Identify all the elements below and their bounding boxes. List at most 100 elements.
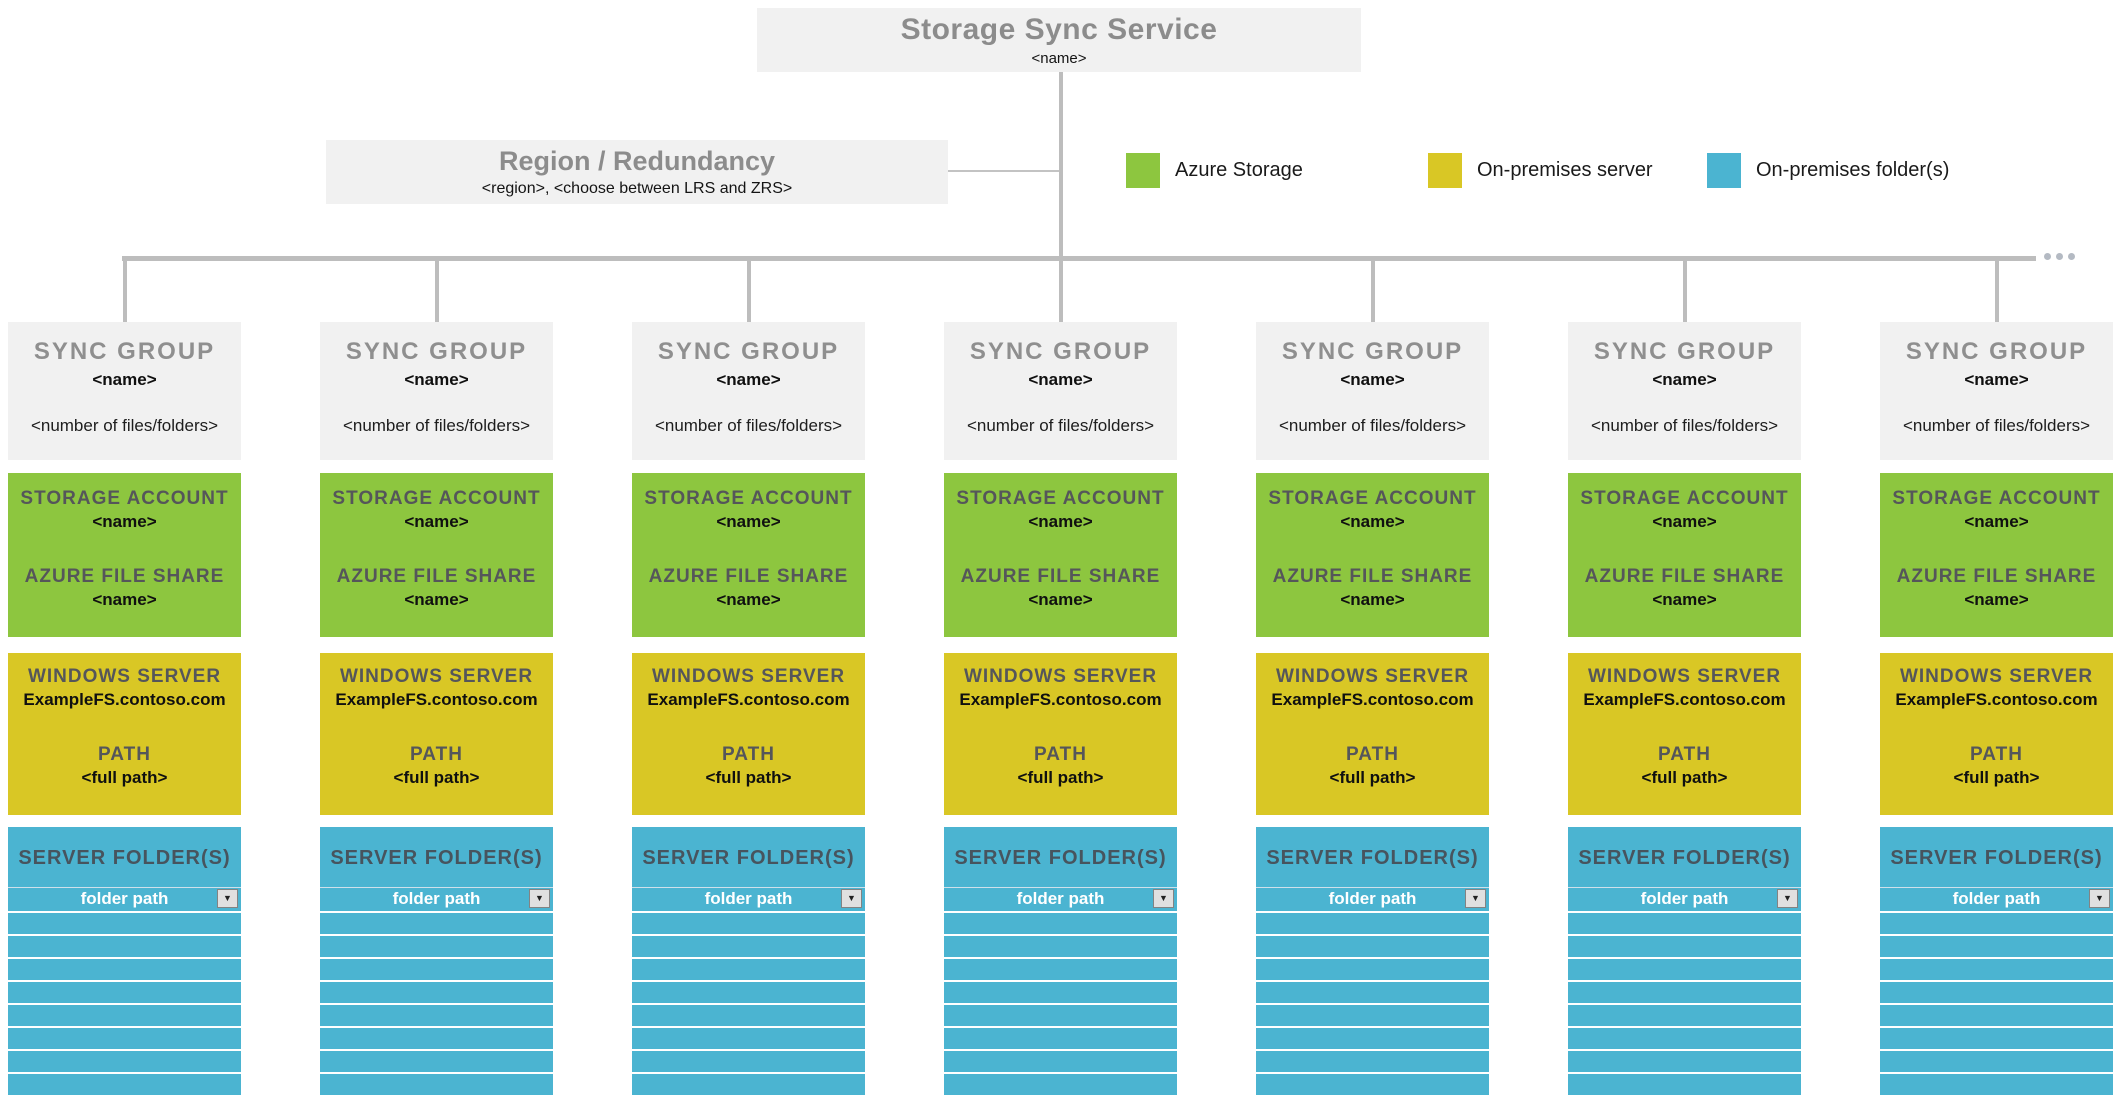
folder-row[interactable] [320,1074,553,1097]
folder-path-cell[interactable]: folder path ▼ [8,887,241,913]
folder-row[interactable] [1880,982,2113,1005]
folder-row[interactable] [1880,959,2113,982]
storage-account-name: <name> [1028,512,1093,531]
folder-row[interactable] [8,1005,241,1028]
folder-path-cell[interactable]: folder path ▼ [320,887,553,913]
path-label: PATH [1034,744,1087,765]
legend-label: On-premises server [1477,159,1653,181]
folder-row[interactable] [1568,1051,1801,1074]
dropdown-arrow-icon: ▼ [223,893,232,903]
folder-row[interactable] [1568,1005,1801,1028]
folder-path-cell[interactable]: folder path ▼ [632,887,865,913]
folder-row[interactable] [1880,913,2113,936]
folder-row[interactable] [320,1005,553,1028]
folder-row[interactable] [1256,1051,1489,1074]
dropdown-button[interactable]: ▼ [217,889,238,908]
folder-row[interactable] [320,913,553,936]
folder-row[interactable] [1880,1051,2113,1074]
folder-row[interactable] [1880,936,2113,959]
dropdown-button[interactable]: ▼ [1153,889,1174,908]
sync-group-column: SYNC GROUP <name> <number of files/folde… [1256,257,1489,1097]
dropdown-button[interactable]: ▼ [2089,889,2110,908]
windows-server-label: WINDOWS SERVER [1275,666,1470,687]
azure-storage-box: STORAGE ACCOUNT <name> AZURE FILE SHARE … [1256,473,1489,637]
folder-row[interactable] [1256,1005,1489,1028]
folder-row[interactable] [320,959,553,982]
folder-row[interactable] [8,913,241,936]
sync-group-column: SYNC GROUP <name> <number of files/folde… [1880,257,2113,1097]
folder-row[interactable] [944,936,1177,959]
folder-row[interactable] [320,936,553,959]
connector-service-vertical-line [1059,72,1063,256]
windows-server-label: WINDOWS SERVER [27,666,222,687]
folder-row[interactable] [320,1028,553,1051]
region-title: Region / Redundancy [498,146,776,176]
folder-row[interactable] [632,982,865,1005]
storage-account-label: STORAGE ACCOUNT [20,488,229,509]
folder-row[interactable] [632,1028,865,1051]
folder-row[interactable] [320,1051,553,1074]
path-label: PATH [410,744,463,765]
folder-row[interactable] [632,1005,865,1028]
folder-row[interactable] [1256,936,1489,959]
windows-server-label: WINDOWS SERVER [651,666,846,687]
folder-path-cell[interactable]: folder path ▼ [944,887,1177,913]
dropdown-button[interactable]: ▼ [841,889,862,908]
folder-row[interactable] [1568,936,1801,959]
windows-server-name: ExampleFS.contoso.com [647,690,850,709]
folder-row[interactable] [1256,959,1489,982]
folder-row[interactable] [1256,1028,1489,1051]
path-label: PATH [98,744,151,765]
legend-item-on-premises-server: On-premises server [1428,153,1653,188]
folder-row[interactable] [944,982,1177,1005]
folder-row[interactable] [1568,982,1801,1005]
folder-row[interactable] [1256,982,1489,1005]
sync-group-column: SYNC GROUP <name> <number of files/folde… [944,257,1177,1097]
path-value: <full path> [393,768,480,787]
folder-rows [8,913,241,1097]
folder-row[interactable] [1568,959,1801,982]
sync-group-header-box: SYNC GROUP <name> <number of files/folde… [1880,322,2113,460]
folder-row[interactable] [944,1028,1177,1051]
dropdown-button[interactable]: ▼ [1777,889,1798,908]
folder-row[interactable] [632,1051,865,1074]
legend-item-azure-storage: Azure Storage [1126,153,1303,188]
folder-row[interactable] [1568,1074,1801,1097]
folder-row[interactable] [8,982,241,1005]
connector-column-stub-line [122,257,127,322]
folder-row[interactable] [944,1051,1177,1074]
folder-row[interactable] [632,913,865,936]
folder-row[interactable] [632,936,865,959]
azure-storage-swatch-icon [1126,153,1160,188]
folder-row[interactable] [1880,1005,2113,1028]
folder-row[interactable] [1256,913,1489,936]
folder-row[interactable] [944,913,1177,936]
folder-path-cell[interactable]: folder path ▼ [1256,887,1489,913]
folder-row[interactable] [1568,913,1801,936]
folder-row[interactable] [8,1028,241,1051]
folder-rows [944,913,1177,1097]
folder-row[interactable] [8,959,241,982]
folder-row[interactable] [1568,1028,1801,1051]
folder-row[interactable] [632,1074,865,1097]
folder-rows [1568,913,1801,1097]
folder-row[interactable] [8,1074,241,1097]
folder-row[interactable] [1256,1074,1489,1097]
folder-row[interactable] [320,982,553,1005]
folder-row[interactable] [8,1051,241,1074]
folder-row[interactable] [944,1005,1177,1028]
windows-server-box: WINDOWS SERVER ExampleFS.contoso.com PAT… [320,653,553,815]
folder-row[interactable] [944,959,1177,982]
sync-group-name: <name> [1964,370,2029,389]
folder-row[interactable] [8,936,241,959]
dropdown-button[interactable]: ▼ [1465,889,1486,908]
folder-row[interactable] [1880,1074,2113,1097]
folder-path-value: folder path [1016,889,1105,908]
folder-row[interactable] [632,959,865,982]
connector-column-stub-line [1994,257,1999,322]
folder-path-cell[interactable]: folder path ▼ [1880,887,2113,913]
folder-row[interactable] [1880,1028,2113,1051]
folder-row[interactable] [944,1074,1177,1097]
folder-path-cell[interactable]: folder path ▼ [1568,887,1801,913]
dropdown-button[interactable]: ▼ [529,889,550,908]
